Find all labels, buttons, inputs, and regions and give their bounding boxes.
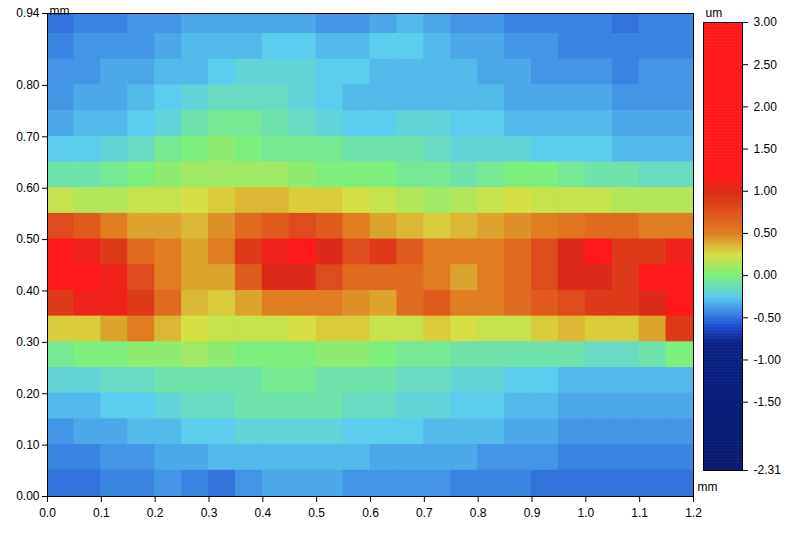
svg-text:0.4: 0.4 — [254, 506, 271, 520]
svg-text:1.2: 1.2 — [685, 506, 702, 520]
svg-text:0.0: 0.0 — [39, 506, 56, 520]
svg-text:0.00: 0.00 — [16, 489, 40, 503]
svg-text:0.80: 0.80 — [16, 78, 40, 92]
svg-text:mm: mm — [698, 480, 718, 494]
svg-text:0.3: 0.3 — [201, 506, 218, 520]
svg-text:1.50: 1.50 — [754, 142, 778, 156]
svg-text:-1.00: -1.00 — [754, 353, 782, 367]
svg-text:0.20: 0.20 — [16, 387, 40, 401]
svg-text:0.94: 0.94 — [16, 6, 40, 20]
svg-text:0.6: 0.6 — [362, 506, 379, 520]
svg-text:0.50: 0.50 — [754, 226, 778, 240]
svg-text:-0.50: -0.50 — [754, 311, 782, 325]
svg-text:-1.50: -1.50 — [754, 395, 782, 409]
svg-text:0.2: 0.2 — [147, 506, 164, 520]
svg-text:0.10: 0.10 — [16, 438, 40, 452]
svg-text:2.50: 2.50 — [754, 58, 778, 72]
svg-text:0.70: 0.70 — [16, 130, 40, 144]
svg-text:3.00: 3.00 — [754, 15, 778, 29]
svg-text:0.40: 0.40 — [16, 284, 40, 298]
svg-text:0.1: 0.1 — [93, 506, 110, 520]
svg-text:2.00: 2.00 — [754, 100, 778, 114]
svg-text:1.0: 1.0 — [577, 506, 594, 520]
svg-text:0.60: 0.60 — [16, 181, 40, 195]
svg-text:0.7: 0.7 — [416, 506, 433, 520]
svg-text:0.30: 0.30 — [16, 335, 40, 349]
svg-text:1.1: 1.1 — [631, 506, 648, 520]
svg-text:0.5: 0.5 — [308, 506, 325, 520]
svg-text:0.8: 0.8 — [470, 506, 487, 520]
svg-text:um: um — [706, 6, 723, 20]
svg-text:1.00: 1.00 — [754, 184, 778, 198]
svg-text:0.00: 0.00 — [754, 268, 778, 282]
svg-text:0.50: 0.50 — [16, 232, 40, 246]
svg-text:0.9: 0.9 — [524, 506, 541, 520]
svg-text:-2.31: -2.31 — [754, 463, 782, 477]
svg-text:mm: mm — [50, 4, 70, 18]
